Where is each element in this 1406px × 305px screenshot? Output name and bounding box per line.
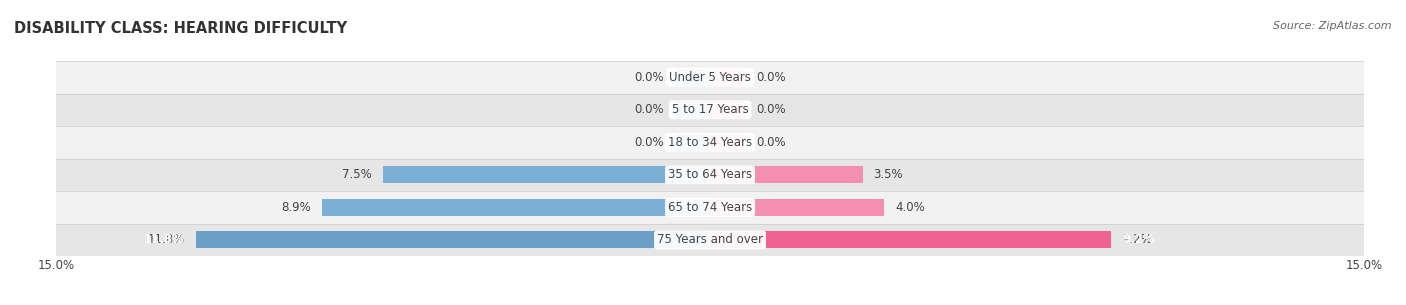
Bar bbox=[675, 134, 710, 151]
Bar bbox=[675, 69, 710, 86]
Bar bbox=[710, 231, 1111, 248]
Bar bbox=[56, 191, 1364, 224]
Text: 0.0%: 0.0% bbox=[756, 136, 786, 149]
Bar bbox=[710, 167, 862, 183]
Bar bbox=[56, 94, 1364, 126]
Text: 0.0%: 0.0% bbox=[634, 71, 664, 84]
Text: 3.5%: 3.5% bbox=[873, 168, 903, 181]
Text: 9.2%: 9.2% bbox=[1122, 233, 1152, 246]
Bar bbox=[56, 61, 1364, 94]
Text: 5 to 17 Years: 5 to 17 Years bbox=[672, 103, 748, 116]
Bar bbox=[710, 69, 745, 86]
Text: Under 5 Years: Under 5 Years bbox=[669, 71, 751, 84]
Bar bbox=[710, 134, 745, 151]
Text: 11.8%: 11.8% bbox=[148, 233, 184, 246]
Text: 8.9%: 8.9% bbox=[281, 201, 311, 214]
Text: 75 Years and over: 75 Years and over bbox=[657, 233, 763, 246]
Text: 0.0%: 0.0% bbox=[756, 71, 786, 84]
Text: 0.0%: 0.0% bbox=[634, 136, 664, 149]
Bar bbox=[56, 224, 1364, 256]
Bar bbox=[675, 101, 710, 118]
Bar bbox=[56, 159, 1364, 191]
Text: 65 to 74 Years: 65 to 74 Years bbox=[668, 201, 752, 214]
Text: 4.0%: 4.0% bbox=[896, 201, 925, 214]
Bar bbox=[382, 167, 710, 183]
Bar bbox=[710, 199, 884, 216]
Text: 18 to 34 Years: 18 to 34 Years bbox=[668, 136, 752, 149]
Text: DISABILITY CLASS: HEARING DIFFICULTY: DISABILITY CLASS: HEARING DIFFICULTY bbox=[14, 21, 347, 36]
Text: 9.2%: 9.2% bbox=[1122, 233, 1154, 246]
Text: 0.0%: 0.0% bbox=[756, 103, 786, 116]
Text: 11.8%: 11.8% bbox=[143, 233, 184, 246]
Text: 35 to 64 Years: 35 to 64 Years bbox=[668, 168, 752, 181]
Bar bbox=[710, 101, 745, 118]
Bar bbox=[56, 126, 1364, 159]
Text: 7.5%: 7.5% bbox=[343, 168, 373, 181]
Bar bbox=[195, 231, 710, 248]
Bar bbox=[322, 199, 710, 216]
Text: Source: ZipAtlas.com: Source: ZipAtlas.com bbox=[1274, 21, 1392, 31]
Text: 0.0%: 0.0% bbox=[634, 103, 664, 116]
